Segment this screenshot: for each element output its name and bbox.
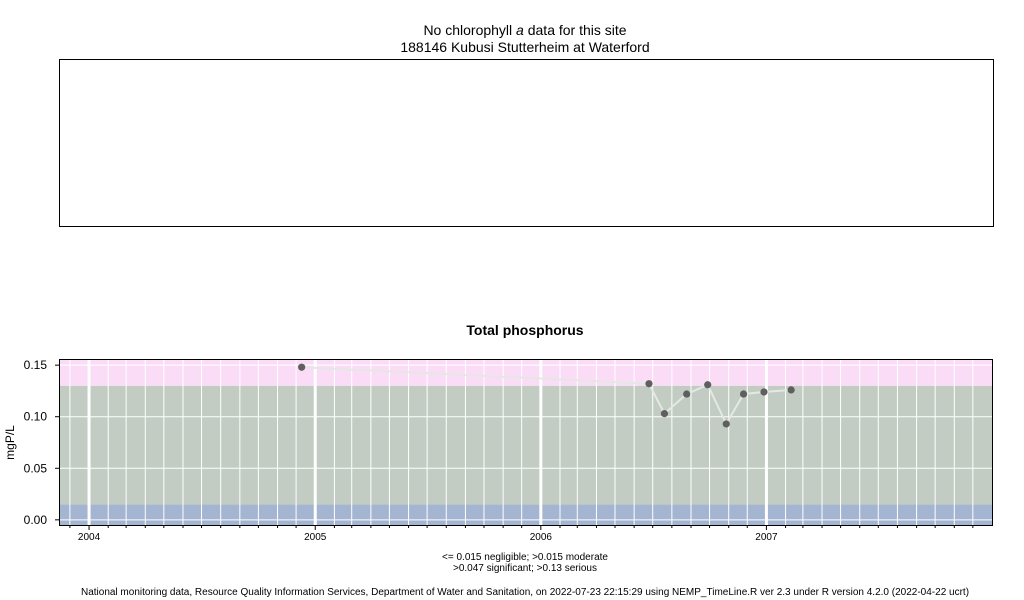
x-tick-label: 2004 [78, 532, 101, 543]
plot-frame [59, 359, 993, 526]
x-tick-label: 2005 [304, 532, 327, 543]
data-point [739, 390, 748, 398]
top-panel-title: No chlorophyll a data for this site 1881… [0, 22, 1024, 56]
threshold-note-2: >0.047 significant; >0.13 serious [453, 563, 597, 574]
threshold-band-0 [60, 504, 992, 525]
data-point [704, 381, 712, 389]
data-point [645, 380, 653, 388]
data-point [787, 386, 795, 394]
y-tick-label: 0.00 [24, 513, 48, 527]
y-tick-label: 0.10 [24, 410, 48, 424]
y-tick-label: 0.15 [24, 358, 48, 372]
no-data-text-italic: a [516, 22, 524, 38]
y-axis-label: mgP/L [3, 425, 17, 460]
threshold-band-2 [60, 360, 992, 386]
data-point [683, 390, 691, 398]
no-data-text-after: data for this site [523, 22, 627, 38]
data-point [298, 363, 306, 371]
threshold-band-1 [60, 385, 992, 505]
site-name: 188146 Kubusi Stutterheim at Waterford [400, 39, 650, 55]
threshold-note-1: <= 0.015 negligible; >0.015 moderate [442, 552, 608, 563]
empty-chlorophyll-panel [59, 59, 994, 227]
x-tick-label: 2006 [530, 532, 553, 543]
data-point [760, 388, 768, 396]
data-point [660, 410, 669, 418]
data-point [722, 420, 730, 428]
chart-title: Total phosphorus [466, 322, 584, 338]
x-tick-label: 2007 [755, 532, 778, 543]
footer-credit: National monitoring data, Resource Quali… [80, 587, 970, 598]
no-data-text-before: No chlorophyll [423, 22, 513, 38]
y-tick-label: 0.05 [24, 461, 48, 475]
threshold-notes: <= 0.015 negligible; >0.015 moderate >0.… [0, 552, 1024, 574]
